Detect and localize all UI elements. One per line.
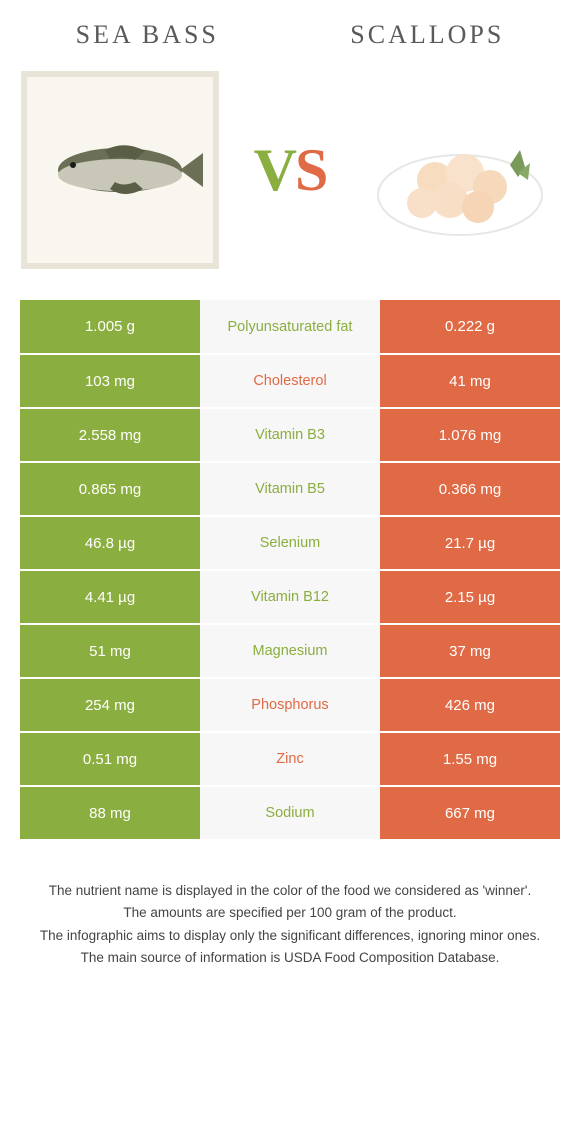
footer-line-3: The infographic aims to display only the… [30, 926, 550, 946]
left-value: 2.558 mg [20, 408, 200, 462]
footer-notes: The nutrient name is displayed in the co… [30, 881, 550, 968]
fish-icon [35, 135, 205, 205]
nutrient-label: Cholesterol [200, 354, 380, 408]
left-value: 103 mg [20, 354, 200, 408]
right-food-title: SCALLOPS [350, 20, 504, 50]
right-value: 426 mg [380, 678, 560, 732]
right-value: 667 mg [380, 786, 560, 840]
left-food-title: SEA BASS [76, 20, 219, 50]
right-value: 1.55 mg [380, 732, 560, 786]
footer-line-4: The main source of information is USDA F… [30, 948, 550, 968]
right-value: 1.076 mg [380, 408, 560, 462]
table-row: 51 mgMagnesium37 mg [20, 624, 560, 678]
left-value: 254 mg [20, 678, 200, 732]
right-value: 41 mg [380, 354, 560, 408]
left-food-image [20, 70, 220, 270]
left-value: 0.865 mg [20, 462, 200, 516]
nutrition-table: 1.005 gPolyunsaturated fat0.222 g103 mgC… [20, 300, 560, 841]
footer-line-2: The amounts are specified per 100 gram o… [30, 903, 550, 923]
left-value: 88 mg [20, 786, 200, 840]
nutrient-label: Vitamin B12 [200, 570, 380, 624]
left-value: 4.41 µg [20, 570, 200, 624]
table-row: 0.865 mgVitamin B50.366 mg [20, 462, 560, 516]
table-row: 254 mgPhosphorus426 mg [20, 678, 560, 732]
table-row: 1.005 gPolyunsaturated fat0.222 g [20, 300, 560, 354]
nutrient-label: Vitamin B5 [200, 462, 380, 516]
table-row: 2.558 mgVitamin B31.076 mg [20, 408, 560, 462]
left-value: 51 mg [20, 624, 200, 678]
table-row: 46.8 µgSelenium21.7 µg [20, 516, 560, 570]
right-value: 21.7 µg [380, 516, 560, 570]
nutrient-label: Magnesium [200, 624, 380, 678]
nutrient-label: Sodium [200, 786, 380, 840]
vs-badge: VS [254, 136, 327, 205]
nutrient-label: Polyunsaturated fat [200, 300, 380, 354]
right-value: 0.366 mg [380, 462, 560, 516]
left-value: 1.005 g [20, 300, 200, 354]
nutrient-label: Vitamin B3 [200, 408, 380, 462]
right-value: 37 mg [380, 624, 560, 678]
vs-v-letter: V [254, 137, 295, 203]
nutrient-label: Zinc [200, 732, 380, 786]
table-row: 4.41 µgVitamin B122.15 µg [20, 570, 560, 624]
left-value: 0.51 mg [20, 732, 200, 786]
left-value: 46.8 µg [20, 516, 200, 570]
right-value: 2.15 µg [380, 570, 560, 624]
nutrient-label: Selenium [200, 516, 380, 570]
right-food-image [360, 70, 560, 270]
vs-s-letter: S [295, 137, 326, 203]
scallops-icon [370, 95, 550, 245]
table-row: 103 mgCholesterol41 mg [20, 354, 560, 408]
footer-line-1: The nutrient name is displayed in the co… [30, 881, 550, 901]
right-value: 0.222 g [380, 300, 560, 354]
table-row: 88 mgSodium667 mg [20, 786, 560, 840]
table-row: 0.51 mgZinc1.55 mg [20, 732, 560, 786]
nutrient-label: Phosphorus [200, 678, 380, 732]
